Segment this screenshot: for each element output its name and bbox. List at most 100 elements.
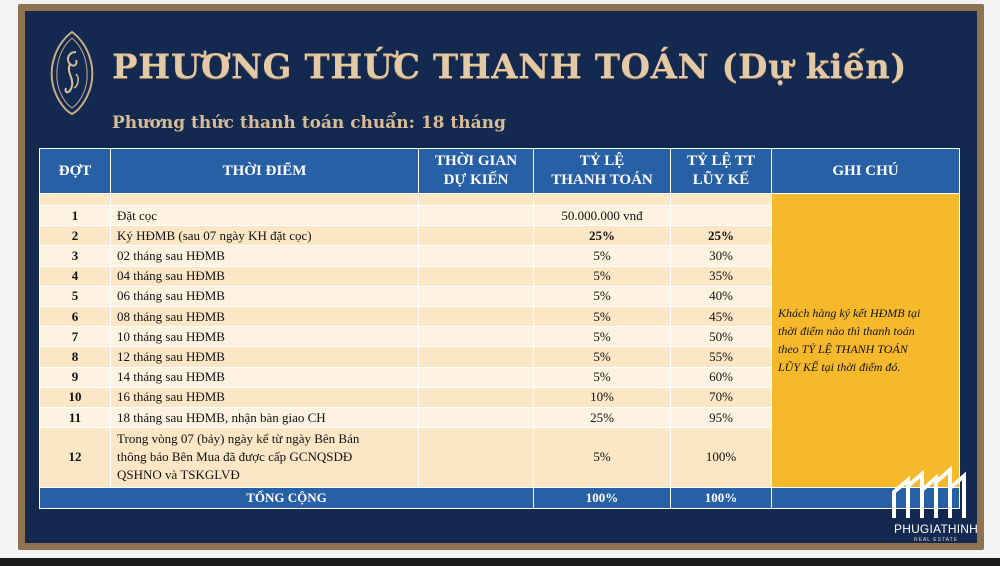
row-thoi-gian (418, 205, 534, 227)
total-ty-le: 100% (533, 486, 671, 510)
row-dot: 9 (39, 366, 111, 388)
row-thoi-diem: 06 tháng sau HĐMB (110, 285, 419, 308)
header-luy-ke-line2: LŨY KẾ (692, 172, 750, 188)
row-thoi-gian (418, 225, 534, 247)
header-thoi-gian: THỜI GIAN DỰ KIẾN (418, 148, 534, 194)
row-thoi-gian (418, 306, 534, 328)
row-thoi-gian (418, 265, 534, 287)
row-dot: 7 (39, 326, 111, 348)
row-thoi-diem: 12 tháng sau HĐMB (110, 346, 419, 368)
table-row: 9 14 tháng sau HĐMB 5% 60% (39, 366, 960, 388)
row-thoi-diem: Đặt cọc (110, 205, 419, 227)
row-thoi-diem: 04 tháng sau HĐMB (110, 265, 419, 287)
brand-name: PHUGIATHINH (894, 522, 978, 536)
row-ty-le: 5% (533, 306, 671, 328)
row-thoi-diem: Ký HĐMB (sau 07 ngày KH đặt cọc) (110, 225, 419, 247)
total-label: TỔNG CỘNG (39, 486, 534, 510)
table-row: 12 Trong vòng 07 (bảy) ngày kể từ ngày B… (39, 427, 960, 488)
table-row: 10 16 tháng sau HĐMB 10% 70% (39, 386, 960, 408)
row-thoi-diem: 02 tháng sau HĐMB (110, 245, 419, 267)
row-luy-ke: 35% (670, 265, 772, 287)
row-ty-le: 25% (533, 406, 671, 429)
row-ty-le: 50.000.000 vnđ (533, 205, 671, 227)
page-subtitle: Phương thức thanh toán chuẩn: 18 tháng (112, 113, 506, 133)
row-thoi-diem: Trong vòng 07 (bảy) ngày kể từ ngày Bên … (110, 427, 419, 488)
header-ty-le-line1: TỶ LỆ (579, 153, 625, 169)
table-row: 11 18 tháng sau HĐMB, nhận bàn giao CH 2… (39, 406, 960, 429)
row-ty-le: 5% (533, 285, 671, 308)
table-row: 4 04 tháng sau HĐMB 5% 35% (39, 265, 960, 287)
payment-schedule-table: ĐỢT THỜI ĐIỂM THỜI GIAN DỰ KIẾN TỶ LỆ THAN… (39, 148, 960, 510)
seahorse-emblem-icon (50, 30, 94, 116)
row-thoi-gian (418, 366, 534, 388)
row-luy-ke: 100% (670, 427, 772, 488)
row-thoi-gian (418, 386, 534, 408)
row-thoi-diem: 16 tháng sau HĐMB (110, 386, 419, 408)
row-luy-ke: 30% (670, 245, 772, 267)
row-dot: 4 (39, 265, 111, 287)
row-thoi-diem-line2: thông báo Bên Mua đã được cấp GCNQSDĐ (117, 449, 353, 465)
header-thoi-diem: THỜI ĐIỂM (110, 148, 419, 194)
note-line-4: LŨY KẾ tại thời điểm đó. (778, 360, 901, 375)
row-ty-le: 5% (533, 326, 671, 348)
row-ty-le: 5% (533, 265, 671, 287)
row-dot: 6 (39, 306, 111, 328)
bottom-edge (0, 558, 1000, 566)
row-thoi-gian (418, 326, 534, 348)
row-dot: 12 (39, 427, 111, 488)
total-row: TỔNG CỘNG 100% 100% (39, 486, 960, 510)
total-luy-ke: 100% (670, 486, 772, 510)
row-ty-le: 10% (533, 386, 671, 408)
header-ghi-chu: GHI CHÚ (771, 148, 960, 194)
total-ghi-chu (771, 486, 960, 510)
header-thoi-gian-line2: DỰ KIẾN (443, 172, 509, 188)
row-ty-le: 5% (533, 245, 671, 267)
building-logo-icon (892, 465, 966, 518)
header-dot: ĐỢT (39, 148, 111, 194)
row-thoi-gian (418, 427, 534, 488)
row-luy-ke: 25% (670, 225, 772, 247)
table-row: 8 12 tháng sau HĐMB 5% 55% (39, 346, 960, 368)
row-luy-ke: 50% (670, 326, 772, 348)
row-ty-le: 5% (533, 366, 671, 388)
row-luy-ke: 45% (670, 306, 772, 328)
header-luy-ke: TỶ LỆ TT LŨY KẾ (670, 148, 772, 194)
row-dot: 10 (39, 386, 111, 408)
row-thoi-gian (418, 406, 534, 429)
row-dot: 3 (39, 245, 111, 267)
row-thoi-diem: 14 tháng sau HĐMB (110, 366, 419, 388)
row-ty-le: 5% (533, 427, 671, 488)
row-ty-le: 25% (533, 225, 671, 247)
header-ty-le: TỶ LỆ THANH TOÁN (533, 148, 671, 194)
brand-tagline: REAL ESTATE (914, 537, 958, 543)
row-luy-ke: 70% (670, 386, 772, 408)
row-thoi-diem: 18 tháng sau HĐMB, nhận bàn giao CH (110, 406, 419, 429)
table-row: 7 10 tháng sau HĐMB 5% 50% (39, 326, 960, 348)
row-luy-ke: 55% (670, 346, 772, 368)
row-thoi-diem: 08 tháng sau HĐMB (110, 306, 419, 328)
row-thoi-diem: 10 tháng sau HĐMB (110, 326, 419, 348)
row-luy-ke: 95% (670, 406, 772, 429)
table-spacer-row: Khách hàng ký kết HĐMB tại thời điểm nào… (39, 192, 960, 488)
note-line-2: thời điểm nào thì thanh toán (778, 324, 915, 339)
row-dot: 2 (39, 225, 111, 247)
row-thoi-diem-line3: QSHNO và TSKGLVĐ (117, 467, 240, 483)
row-dot: 8 (39, 346, 111, 368)
table-header-row: ĐỢT THỜI ĐIỂM THỜI GIAN DỰ KIẾN TỶ LỆ THAN… (39, 148, 960, 194)
note-cell: Khách hàng ký kết HĐMB tại thời điểm nào… (771, 193, 960, 488)
note-line-3: theo TỶ LỆ THANH TOÁN (778, 342, 908, 357)
row-thoi-gian (418, 245, 534, 267)
row-dot: 11 (39, 406, 111, 429)
header-ty-le-line2: THANH TOÁN (551, 172, 653, 188)
row-ty-le: 5% (533, 346, 671, 368)
note-line-1: Khách hàng ký kết HĐMB tại (778, 306, 921, 321)
table-row: 5 06 tháng sau HĐMB 5% 40% (39, 285, 960, 308)
header-thoi-gian-line1: THỜI GIAN (434, 153, 518, 169)
header-luy-ke-line1: TỶ LỆ TT (686, 153, 756, 169)
row-dot: 1 (39, 205, 111, 227)
row-luy-ke: 40% (670, 285, 772, 308)
row-luy-ke: 60% (670, 366, 772, 388)
row-dot: 5 (39, 285, 111, 308)
row-luy-ke (670, 205, 772, 227)
table-row: 3 02 tháng sau HĐMB 5% 30% (39, 245, 960, 267)
